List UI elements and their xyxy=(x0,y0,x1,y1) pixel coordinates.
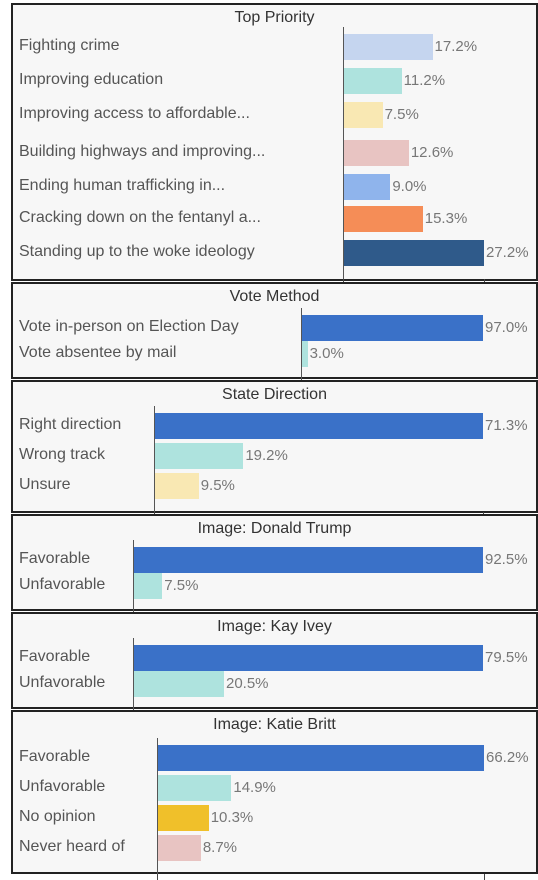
bar xyxy=(155,443,244,469)
bar xyxy=(134,645,483,671)
category-label: Improving education xyxy=(19,71,164,88)
data-label: 12.6% xyxy=(410,144,454,161)
bar xyxy=(155,473,199,499)
chart-title: Image: Donald Trump xyxy=(197,520,352,537)
bar xyxy=(302,341,308,367)
chart-panel-image-katie-britt: Image: Katie Britt Favorable 66.2% Unfavora… xyxy=(11,710,538,880)
category-label: Wrong track xyxy=(19,446,105,463)
category-label: Unsure xyxy=(19,476,71,493)
bar xyxy=(344,34,433,60)
value-axis xyxy=(343,27,344,283)
bar xyxy=(302,315,483,341)
bar xyxy=(344,174,391,200)
bar xyxy=(344,140,409,166)
category-label: No opinion xyxy=(19,808,96,825)
category-label: Favorable xyxy=(19,550,91,567)
value-axis xyxy=(133,638,134,714)
bar xyxy=(344,102,383,128)
data-label: 11.2% xyxy=(403,72,446,89)
chart-panel-image-donald-trump: Image: Donald Trump Favorable 92.5% Unfavor… xyxy=(11,514,538,618)
bar xyxy=(134,547,483,573)
value-axis xyxy=(157,738,158,878)
data-label: 14.9% xyxy=(233,779,276,796)
axis-tick xyxy=(484,874,485,880)
category-label: Fighting crime xyxy=(19,37,120,54)
data-label: 15.3% xyxy=(424,210,468,227)
chart-panel-vote-method: Vote Method Vote in-person on Election Da… xyxy=(11,282,538,386)
data-label: 3.0% xyxy=(309,345,344,362)
data-label: 27.2% xyxy=(486,244,529,261)
category-label: Ending human trafficking in... xyxy=(19,177,226,194)
value-axis xyxy=(301,308,302,384)
chart-panel-image-kay-ivey: Image: Kay Ivey Favorable 79.5% Unfavorable… xyxy=(11,612,538,716)
data-label: 9.0% xyxy=(392,178,427,195)
category-label: Right direction xyxy=(19,416,122,433)
value-axis xyxy=(133,540,134,616)
chart-title: Top Priority xyxy=(234,9,315,26)
data-label: 97.0% xyxy=(485,319,528,336)
category-label: Unfavorable xyxy=(19,674,106,691)
category-label: Favorable xyxy=(19,748,91,765)
category-label: Never heard of xyxy=(19,838,125,855)
category-label: Vote absentee by mail xyxy=(19,344,177,361)
data-label: 9.5% xyxy=(200,477,235,494)
value-axis xyxy=(154,406,155,516)
data-label: 17.2% xyxy=(434,38,478,55)
data-label: 7.5% xyxy=(164,577,199,594)
category-label: Improving access to affordable... xyxy=(19,105,250,122)
data-label: 71.3% xyxy=(485,417,528,434)
bar xyxy=(158,745,484,771)
data-label: 7.5% xyxy=(384,106,419,123)
bar xyxy=(134,573,163,599)
bar xyxy=(344,206,423,232)
bar xyxy=(158,835,201,861)
chart-title: Vote Method xyxy=(229,288,320,305)
data-label: 20.5% xyxy=(225,675,269,692)
data-label: 8.7% xyxy=(202,839,238,856)
chart-panel-state-direction: State Direction Right direction 71.3% Wrong… xyxy=(11,380,538,518)
category-label: Favorable xyxy=(19,648,91,665)
chart-panel-top-priority: Top Priority Fighting crime 17.2% Improving… xyxy=(11,3,538,285)
bar xyxy=(344,240,484,266)
bar xyxy=(158,805,209,831)
bar xyxy=(155,413,483,439)
category-label: Standing up to the woke ideology xyxy=(19,243,255,260)
data-label: 66.2% xyxy=(486,749,529,766)
bar xyxy=(344,68,402,94)
category-label: Unfavorable xyxy=(19,576,106,593)
bar xyxy=(158,775,232,801)
chart-title: State Direction xyxy=(222,386,327,403)
data-label: 92.5% xyxy=(485,551,528,568)
bar xyxy=(134,671,224,697)
data-label: 79.5% xyxy=(485,649,528,666)
chart-title: Image: Kay Ivey xyxy=(217,618,332,635)
chart-title: Image: Katie Britt xyxy=(213,716,336,733)
category-label: Building highways and improving... xyxy=(19,143,266,160)
data-label: 19.2% xyxy=(245,447,288,464)
category-label: Unfavorable xyxy=(19,778,106,795)
category-label: Cracking down on the fentanyl a... xyxy=(19,209,261,226)
axis-tick xyxy=(157,874,158,880)
category-label: Vote in-person on Election Day xyxy=(19,318,239,335)
data-label: 10.3% xyxy=(210,809,254,826)
